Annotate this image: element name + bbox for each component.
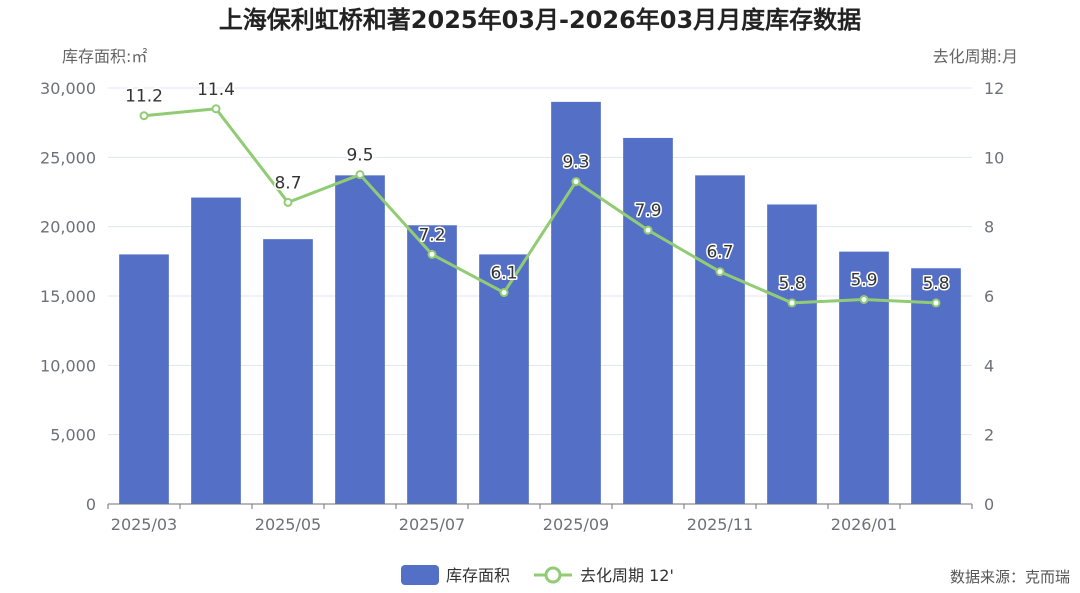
legend-swatch-marker [544, 566, 562, 584]
bar-2026/02 [911, 268, 961, 504]
x-tick-label: 2025/07 [399, 515, 465, 534]
line-point-2025/07 [427, 249, 437, 259]
bar-2025/06 [335, 175, 385, 505]
line-data-label: 7.2 [418, 225, 445, 245]
line-data-label: 8.7 [274, 173, 301, 193]
legend-label-line: 去化周期 12' [580, 566, 674, 585]
legend[interactable]: 库存面积 去化周期 12' [401, 565, 674, 585]
line-data-label: 9.3 [562, 153, 589, 173]
line-point-2025/11 [715, 267, 725, 277]
left-tick-label: 10,000 [40, 356, 96, 375]
line-data-label: 9.5 [346, 146, 373, 166]
right-axis-name: 去化周期:月 [933, 47, 1018, 66]
line-point-2025/05 [283, 197, 293, 207]
line-point-2025/10 [643, 225, 653, 235]
line-point-2025/04 [211, 104, 221, 114]
line-data-label: 11.2 [125, 87, 163, 107]
x-tick-label: 2025/09 [543, 515, 609, 534]
bar-2026/01 [839, 251, 889, 504]
left-axis-name: 库存面积:㎡ [62, 47, 147, 66]
data-source: 数据来源：克而瑞 [950, 568, 1070, 586]
x-tick-label: 2026/01 [831, 515, 897, 534]
x-axis: 2025/03 2025/05 2025/07 2025/09 2025/11 2026/… [107, 503, 973, 534]
line-path [143, 107, 937, 305]
bar-2025/07 [407, 225, 457, 504]
bar-series [119, 101, 961, 505]
line-data-label: 5.9 [850, 270, 877, 290]
right-tick-label: 2 [984, 426, 994, 445]
bar-2025/03 [119, 254, 169, 504]
line-point-2026/01 [859, 294, 869, 304]
line-point-2025/06 [355, 170, 365, 180]
right-tick-label: 10 [984, 148, 1004, 167]
line-data-label: 6.1 [490, 264, 517, 284]
left-tick-label: 30,000 [40, 79, 96, 98]
bar-2025/05 [263, 239, 313, 504]
left-axis-ticks: 0 5,000 10,000 15,000 20,000 25,000 30,000 [40, 79, 96, 514]
x-tick-label: 2025/03 [111, 515, 177, 534]
legend-swatch-bar [401, 565, 439, 585]
line-data-label: 6.7 [706, 243, 733, 263]
line-point-2025/09 [571, 177, 581, 187]
line-point-2025/03 [139, 111, 149, 121]
bar-2025/04 [191, 197, 241, 504]
line-data-label: 5.8 [922, 274, 949, 294]
line-series [139, 104, 941, 308]
line-point-2025/08 [499, 288, 509, 298]
left-tick-label: 0 [86, 495, 96, 514]
left-tick-label: 20,000 [40, 218, 96, 237]
data-labels: 11.2 11.4 8.7 9.5 7.2 6.1 9.3 7.9 6.7 5.8 5.9 5.8 [124, 78, 951, 295]
line-data-label: 11.4 [197, 80, 235, 100]
x-tick-label: 2025/05 [255, 515, 321, 534]
bar-2025/12 [767, 204, 817, 505]
right-tick-label: 0 [984, 495, 994, 514]
right-tick-label: 6 [984, 287, 994, 306]
bar-2025/09 [551, 101, 601, 504]
bar-2025/10 [623, 137, 673, 505]
left-tick-label: 25,000 [40, 148, 96, 167]
bar-2025/11 [695, 175, 745, 505]
line-data-label: 5.8 [778, 274, 805, 294]
x-tick-label: 2025/11 [687, 515, 753, 534]
right-tick-label: 8 [984, 218, 994, 237]
right-tick-label: 4 [984, 356, 994, 375]
line-point-2025/12 [787, 298, 797, 308]
right-axis-ticks: 0 2 4 6 8 10 12 [984, 79, 1004, 514]
legend-label-bar: 库存面积 [446, 566, 510, 585]
line-data-label: 7.9 [634, 201, 661, 221]
chart-title: 上海保利虹桥和著2025年03月-2026年03月月度库存数据 [219, 6, 861, 34]
line-point-2026/02 [931, 298, 941, 308]
right-tick-label: 12 [984, 79, 1004, 98]
left-tick-label: 5,000 [50, 426, 96, 445]
left-tick-label: 15,000 [40, 287, 96, 306]
